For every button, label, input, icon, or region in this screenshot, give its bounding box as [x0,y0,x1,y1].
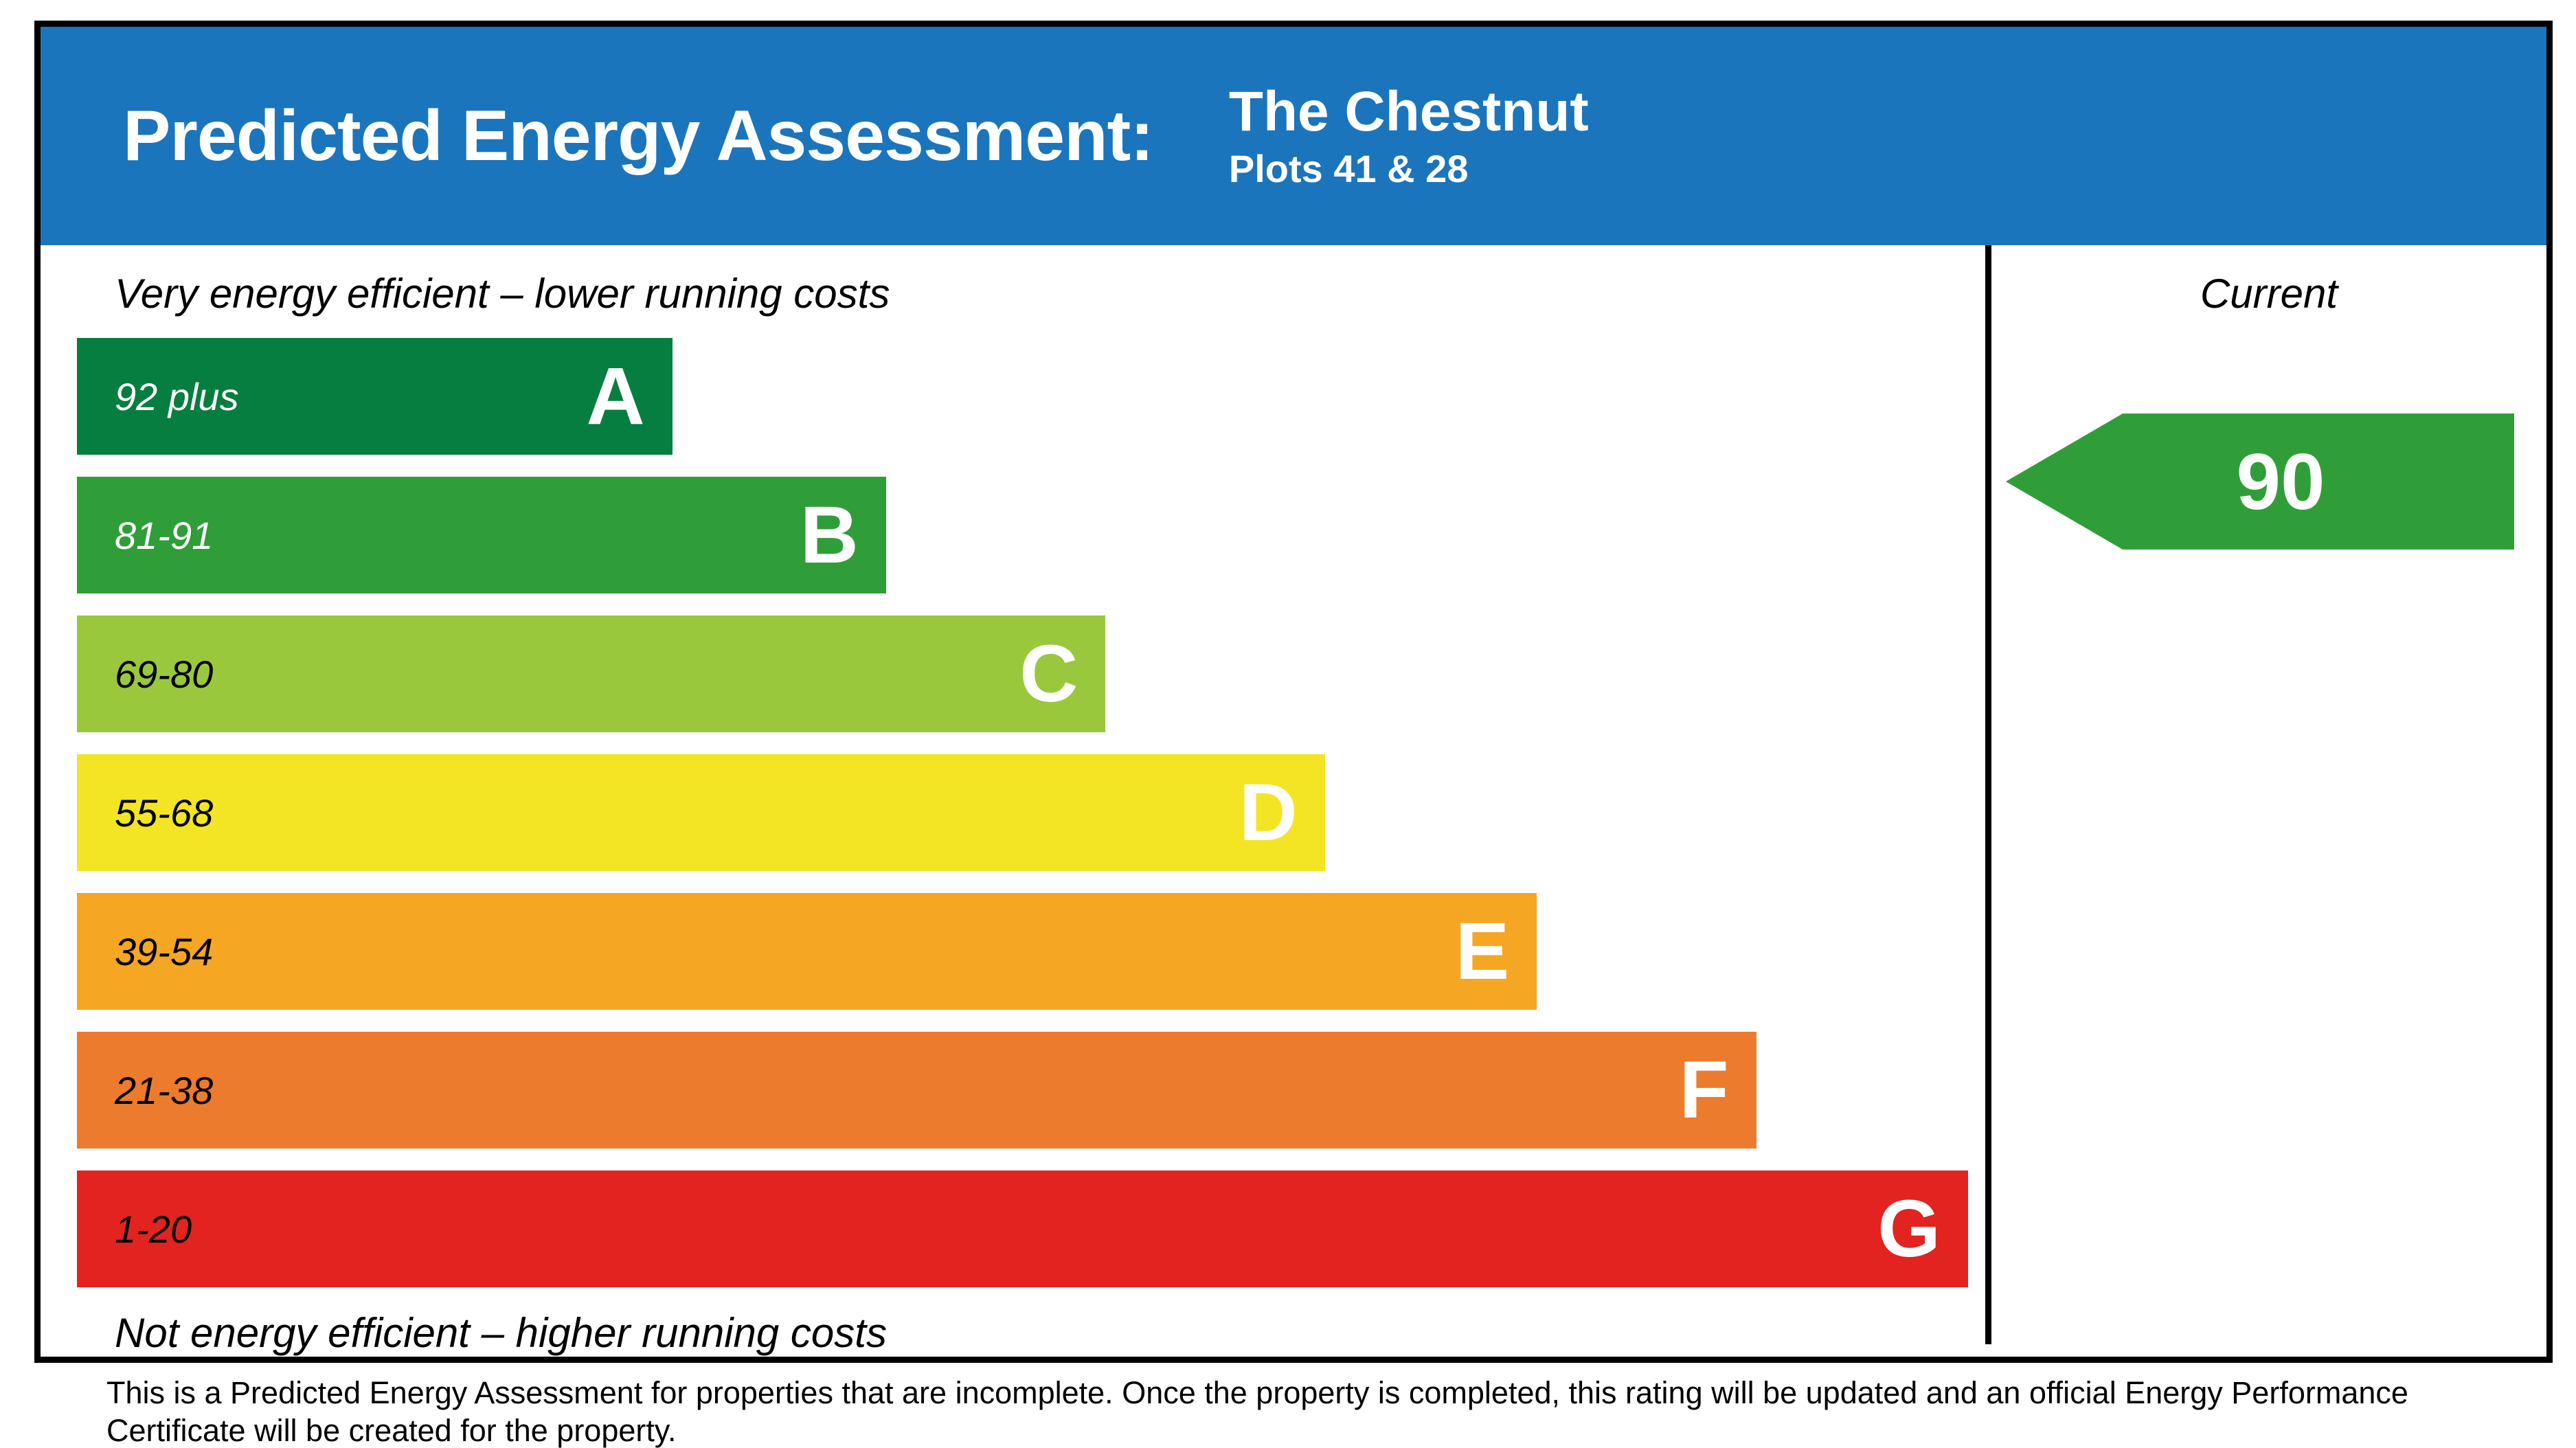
epc-band-bar-g: 1-20 G [77,1170,1968,1287]
current-rating-value: 90 [2236,437,2325,526]
band-range-label: 92 plus [115,374,239,418]
epc-band-row-a: 92 plus A [77,338,1985,455]
epc-band-bar-a: 92 plus A [77,338,673,455]
band-letter: A [586,351,645,442]
band-range-label: 1-20 [115,1207,192,1251]
property-plots: Plots 41 & 28 [1228,147,1469,191]
epc-band-bar-e: 39-54 E [77,893,1537,1010]
column-divider [1985,245,1991,1344]
band-range-label: 69-80 [115,652,214,696]
band-letter: F [1679,1045,1729,1135]
caption-not-efficient: Not energy efficient – higher running co… [115,1310,887,1356]
band-range-label: 55-68 [115,791,214,835]
epc-band-bar-b: 81-91 B [77,477,886,593]
epc-bands: 92 plus A 81-91 B 69-80 C 55-68 D 39-54 E 21-38 F 1-… [77,338,1985,1287]
epc-band-row-d: 55-68 D [77,754,1985,871]
band-letter: D [1239,767,1298,858]
page-title: Predicted Energy Assessment: [123,95,1154,176]
epc-band-row-c: 69-80 C [77,615,1985,732]
epc-panel: Predicted Energy Assessment: The Chestnu… [34,21,2553,1363]
epc-header: Predicted Energy Assessment: The Chestnu… [41,27,2546,245]
current-column-header: Current [2200,271,2338,317]
band-range-label: 21-38 [115,1068,214,1112]
caption-efficient: Very energy efficient – lower running co… [115,271,890,317]
current-column: Current 90 [1991,245,2546,1344]
property-block: The Chestnut Plots 41 & 28 [1229,82,1589,190]
band-range-label: 81-91 [115,513,214,557]
band-letter: E [1455,906,1510,997]
epc-band-bar-f: 21-38 F [77,1032,1756,1149]
epc-chart-body: Very energy efficient – lower running co… [41,245,2546,1356]
current-rating-arrow: 90 [2006,414,2514,550]
epc-band-bar-c: 69-80 C [77,615,1106,732]
epc-band-row-b: 81-91 B [77,477,1985,593]
property-name: The Chestnut [1228,80,1589,144]
band-letter: G [1877,1184,1941,1274]
footer-disclaimer: This is a Predicted Energy Assessment fo… [106,1375,2408,1448]
band-range-label: 39-54 [115,929,214,973]
epc-band-row-e: 39-54 E [77,893,1985,1010]
bands-panel: Very energy efficient – lower running co… [41,245,1985,1356]
epc-band-row-g: 1-20 G [77,1170,1985,1287]
band-letter: C [1019,629,1078,719]
epc-band-row-f: 21-38 F [77,1032,1985,1149]
epc-band-bar-d: 55-68 D [77,754,1325,871]
band-letter: B [800,490,859,580]
